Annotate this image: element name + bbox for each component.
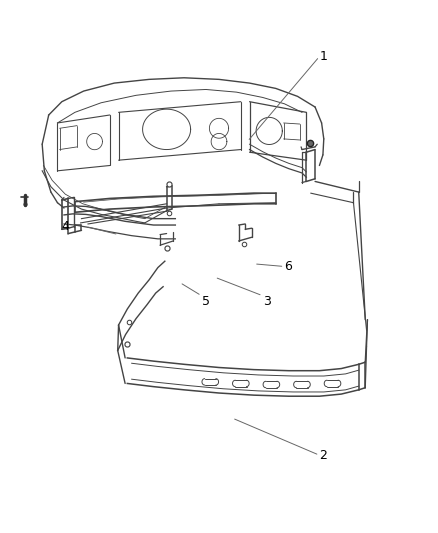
- Text: 4: 4: [62, 220, 70, 233]
- Text: 3: 3: [263, 295, 271, 308]
- Text: 1: 1: [319, 50, 327, 63]
- Text: 6: 6: [285, 260, 293, 273]
- Text: 2: 2: [319, 449, 327, 462]
- Text: 5: 5: [201, 295, 209, 308]
